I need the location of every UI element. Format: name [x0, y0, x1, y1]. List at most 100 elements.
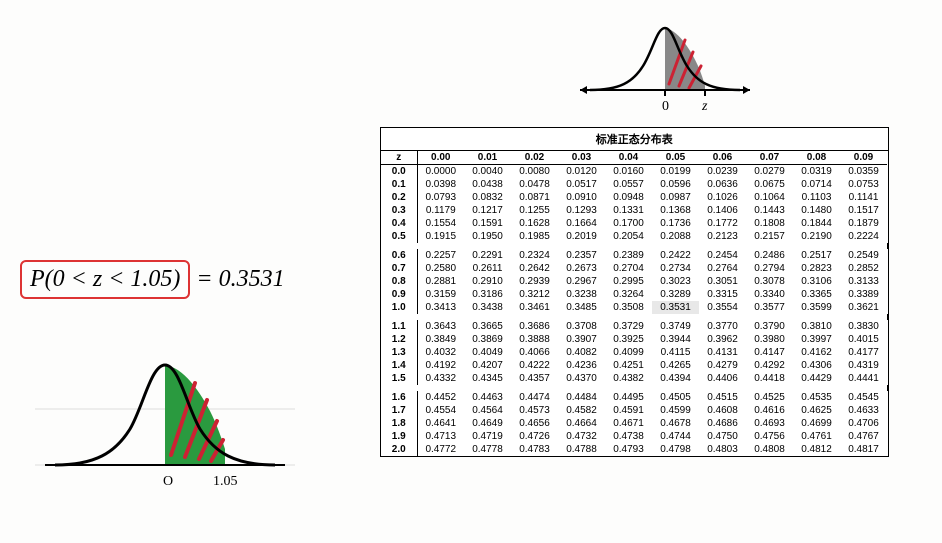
- z-cell: 0.4082: [558, 346, 605, 359]
- z-row-label: 1.9: [381, 430, 417, 443]
- z-cell: 0.4332: [417, 372, 464, 385]
- table-row: 0.40.15540.15910.16280.16640.17000.17360…: [381, 217, 887, 230]
- z-cell: 0.1879: [840, 217, 887, 230]
- z-cell: 0.3238: [558, 288, 605, 301]
- z-row-label: 1.2: [381, 333, 417, 346]
- z-cell: 0.4812: [793, 443, 840, 456]
- z-cell: 0.2734: [652, 262, 699, 275]
- z-cell: 0.1255: [511, 204, 558, 217]
- z-cell: 0.3186: [464, 288, 511, 301]
- z-cell: 0.1103: [793, 191, 840, 204]
- z-cell: 0.2123: [699, 230, 746, 243]
- z-cell: 0.2549: [840, 249, 887, 262]
- z-table-grid: z0.000.010.020.030.040.050.060.070.080.0…: [381, 151, 888, 456]
- arrow-left: [580, 86, 587, 94]
- z-cell: 0.4357: [511, 372, 558, 385]
- z-cell: 0.3315: [699, 288, 746, 301]
- z-row-label: 0.3: [381, 204, 417, 217]
- z-cell: 0.3888: [511, 333, 558, 346]
- z-cell: 0.2642: [511, 262, 558, 275]
- z-cell: 0.3577: [746, 301, 793, 314]
- z-cell: 0.4429: [793, 372, 840, 385]
- z-cell: 0.4641: [417, 417, 464, 430]
- z-cell: 0.3365: [793, 288, 840, 301]
- z-cell: 0.2611: [464, 262, 511, 275]
- z-table-col-header: 0.06: [699, 151, 746, 165]
- z-cell: 0.4192: [417, 359, 464, 372]
- table-row: 0.10.03980.04380.04780.05170.05570.05960…: [381, 178, 887, 191]
- z-row-label: 1.7: [381, 404, 417, 417]
- z-cell: 0.0793: [417, 191, 464, 204]
- z-row-label: 1.4: [381, 359, 417, 372]
- z-cell: 0.2357: [558, 249, 605, 262]
- z-cell: 0.4744: [652, 430, 699, 443]
- arrow-right: [743, 86, 750, 94]
- z-cell: 0.4535: [793, 391, 840, 404]
- z-cell: 0.2764: [699, 262, 746, 275]
- z-cell: 0.3413: [417, 301, 464, 314]
- z-cell: 0.3944: [652, 333, 699, 346]
- z-cell: 0.0910: [558, 191, 605, 204]
- z-table-col-header: 0.00: [417, 151, 464, 165]
- z-table-title: 标准正态分布表: [381, 128, 888, 151]
- z-cell: 0.1406: [699, 204, 746, 217]
- z-cell: 0.0714: [793, 178, 840, 191]
- table-row: 1.60.44520.44630.44740.44840.44950.45050…: [381, 391, 887, 404]
- z-cell: 0.3389: [840, 288, 887, 301]
- axis-label-0: O: [163, 474, 173, 489]
- z-cell: 0.4147: [746, 346, 793, 359]
- z-cell: 0.4066: [511, 346, 558, 359]
- z-cell: 0.1736: [652, 217, 699, 230]
- z-cell: 0.3508: [605, 301, 652, 314]
- z-cell: 0.3925: [605, 333, 652, 346]
- table-row: 0.90.31590.31860.32120.32380.32640.32890…: [381, 288, 887, 301]
- z-cell: 0.1141: [840, 191, 887, 204]
- z-row-label: 1.3: [381, 346, 417, 359]
- z-row-label: 0.7: [381, 262, 417, 275]
- z-cell: 0.2257: [417, 249, 464, 262]
- z-cell: 0.3212: [511, 288, 558, 301]
- z-cell: 0.4664: [558, 417, 605, 430]
- z-cell: 0.0199: [652, 165, 699, 179]
- z-cell: 0.2794: [746, 262, 793, 275]
- z-cell: 0.1026: [699, 191, 746, 204]
- z-cell: 0.4808: [746, 443, 793, 456]
- z-cell: 0.4279: [699, 359, 746, 372]
- z-cell: 0.4452: [417, 391, 464, 404]
- z-cell: 0.0040: [464, 165, 511, 179]
- table-row: 0.60.22570.22910.23240.23570.23890.24220…: [381, 249, 887, 262]
- z-cell: 0.2995: [605, 275, 652, 288]
- z-cell: 0.0517: [558, 178, 605, 191]
- table-row: 0.80.28810.29100.29390.29670.29950.30230…: [381, 275, 887, 288]
- z-cell: 0.2224: [840, 230, 887, 243]
- z-cell: 0.4515: [699, 391, 746, 404]
- formula-rhs: = 0.3531: [196, 266, 284, 292]
- table-row: 1.30.40320.40490.40660.40820.40990.41150…: [381, 346, 887, 359]
- z-cell: 0.3531: [652, 301, 699, 314]
- z-cell: 0.4767: [840, 430, 887, 443]
- z-row-label: 0.5: [381, 230, 417, 243]
- z-cell: 0.3438: [464, 301, 511, 314]
- z-cell: 0.4505: [652, 391, 699, 404]
- z-cell: 0.4382: [605, 372, 652, 385]
- z-cell: 0.1480: [793, 204, 840, 217]
- z-cell: 0.2486: [746, 249, 793, 262]
- z-cell: 0.4484: [558, 391, 605, 404]
- z-cell: 0.4608: [699, 404, 746, 417]
- z-cell: 0.4495: [605, 391, 652, 404]
- z-cell: 0.4474: [511, 391, 558, 404]
- z-row-label: 0.2: [381, 191, 417, 204]
- z-cell: 0.3665: [464, 320, 511, 333]
- z-cell: 0.4750: [699, 430, 746, 443]
- z-cell: 0.0359: [840, 165, 887, 179]
- z-table-body: 0.00.00000.00400.00800.01200.01600.01990…: [381, 165, 887, 457]
- z-row-label: 0.0: [381, 165, 417, 179]
- z-cell: 0.2054: [605, 230, 652, 243]
- z-cell: 0.2389: [605, 249, 652, 262]
- z-cell: 0.0160: [605, 165, 652, 179]
- z-cell: 0.3133: [840, 275, 887, 288]
- z-cell: 0.3485: [558, 301, 605, 314]
- z-cell: 0.2910: [464, 275, 511, 288]
- z-cell: 0.0753: [840, 178, 887, 191]
- table-row: 1.70.45540.45640.45730.45820.45910.45990…: [381, 404, 887, 417]
